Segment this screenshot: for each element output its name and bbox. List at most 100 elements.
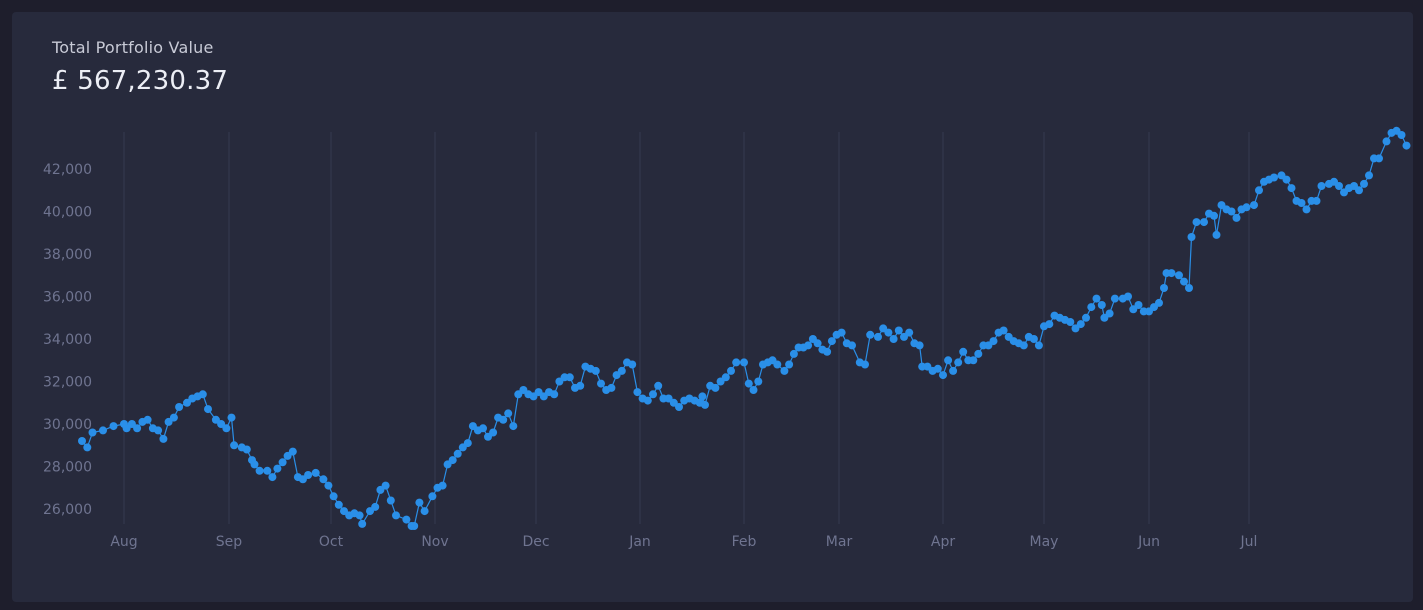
data-point bbox=[749, 386, 758, 394]
data-point bbox=[88, 428, 97, 437]
data-point bbox=[463, 439, 472, 448]
data-point bbox=[410, 522, 419, 530]
data-point bbox=[230, 441, 239, 450]
data-point bbox=[949, 366, 958, 375]
data-point bbox=[1397, 131, 1406, 139]
data-point bbox=[1019, 341, 1028, 350]
data-point bbox=[915, 341, 924, 350]
data-point bbox=[242, 445, 251, 454]
x-tick-label-dec: Dec bbox=[522, 534, 549, 550]
data-point bbox=[969, 356, 978, 365]
data-point bbox=[83, 443, 92, 452]
data-point bbox=[143, 415, 152, 424]
data-point bbox=[721, 373, 730, 382]
data-point bbox=[711, 383, 720, 392]
data-point bbox=[1302, 205, 1311, 214]
data-point bbox=[402, 515, 411, 524]
data-point bbox=[1250, 201, 1258, 210]
data-point bbox=[255, 466, 264, 475]
data-point bbox=[381, 481, 390, 490]
data-point bbox=[884, 328, 893, 337]
data-point bbox=[1210, 211, 1218, 220]
data-point bbox=[780, 366, 789, 375]
y-tick-label-28000: 28,000 bbox=[43, 460, 92, 476]
data-point bbox=[371, 502, 380, 511]
data-point bbox=[324, 481, 333, 490]
x-axis-tick-labels: Aug Sep Oct Nov Dec Jan Feb Mar Apr May Jun Jul bbox=[110, 534, 1257, 550]
x-tick-label-nov: Nov bbox=[421, 534, 448, 550]
data-point bbox=[959, 347, 968, 356]
y-axis-tick-labels: 26,000 28,000 30,000 32,000 34,000 36,000 38,0… bbox=[43, 162, 92, 518]
data-point bbox=[1192, 218, 1201, 227]
data-point bbox=[754, 377, 763, 386]
data-point bbox=[1232, 213, 1241, 222]
data-point bbox=[1365, 171, 1373, 180]
data-point bbox=[204, 405, 212, 414]
data-point bbox=[489, 428, 498, 437]
data-point bbox=[607, 383, 616, 392]
y-tick-label-36000: 36,000 bbox=[43, 290, 92, 306]
data-point bbox=[1287, 184, 1296, 193]
data-point bbox=[550, 390, 559, 399]
data-point bbox=[1160, 284, 1168, 292]
data-point bbox=[597, 379, 605, 388]
data-point bbox=[1255, 186, 1263, 195]
data-point bbox=[78, 437, 86, 445]
data-point bbox=[1066, 318, 1075, 326]
grid-lines bbox=[123, 132, 1250, 524]
data-point bbox=[861, 360, 869, 369]
data-point bbox=[643, 396, 652, 405]
data-point bbox=[1382, 137, 1391, 146]
data-point bbox=[1029, 335, 1038, 343]
data-point bbox=[154, 426, 163, 435]
portfolio-card: Total Portfolio Value £ 567,230.37 bbox=[12, 12, 1413, 602]
x-tick-label-aug: Aug bbox=[110, 534, 137, 550]
data-point bbox=[1097, 301, 1106, 309]
data-point bbox=[319, 475, 328, 484]
data-point bbox=[1092, 294, 1101, 303]
data-point bbox=[1402, 141, 1411, 150]
data-point bbox=[789, 349, 798, 358]
data-point bbox=[837, 328, 846, 337]
data-point bbox=[358, 519, 367, 528]
y-tick-label-30000: 30,000 bbox=[43, 417, 92, 433]
data-point bbox=[727, 366, 735, 375]
data-point bbox=[1200, 218, 1208, 227]
x-tick-label-jun: Jun bbox=[1137, 534, 1160, 550]
x-tick-label-may: May bbox=[1030, 534, 1059, 550]
data-point bbox=[701, 400, 709, 409]
data-point bbox=[675, 403, 683, 411]
data-point bbox=[278, 458, 287, 467]
data-point bbox=[1335, 182, 1343, 190]
data-point bbox=[268, 473, 277, 482]
data-point bbox=[1212, 230, 1221, 239]
data-point bbox=[740, 358, 748, 367]
data-point bbox=[169, 413, 178, 422]
data-point bbox=[499, 415, 508, 424]
data-point bbox=[263, 466, 272, 475]
data-point bbox=[311, 468, 320, 477]
data-point bbox=[334, 500, 343, 509]
data-point bbox=[823, 347, 832, 356]
x-tick-label-mar: Mar bbox=[826, 534, 853, 550]
data-point bbox=[1360, 179, 1368, 188]
y-tick-label-26000: 26,000 bbox=[43, 502, 92, 518]
data-point bbox=[591, 366, 600, 375]
data-point bbox=[1312, 196, 1321, 205]
data-point bbox=[1105, 309, 1114, 318]
data-point bbox=[1167, 269, 1176, 278]
data-point bbox=[428, 492, 437, 501]
data-point bbox=[1187, 233, 1196, 241]
x-tick-label-feb: Feb bbox=[732, 534, 757, 550]
data-point bbox=[1355, 186, 1363, 195]
data-point bbox=[1270, 173, 1278, 182]
data-point bbox=[617, 366, 626, 375]
data-point bbox=[974, 349, 983, 358]
y-tick-label-38000: 38,000 bbox=[43, 247, 92, 263]
data-point bbox=[698, 392, 707, 401]
data-point bbox=[1034, 341, 1043, 350]
data-point bbox=[1076, 320, 1085, 329]
data-point bbox=[355, 511, 364, 520]
x-tick-label-apr: Apr bbox=[931, 534, 955, 550]
data-point bbox=[386, 496, 395, 505]
